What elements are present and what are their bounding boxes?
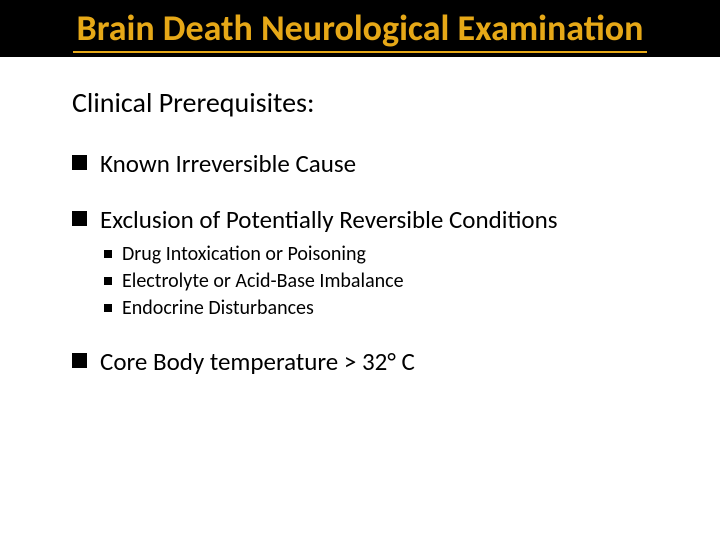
list-item-label: Core Body temperature > 32° C <box>100 346 415 377</box>
sub-list-item-label: Drug Intoxication or Poisoning <box>122 242 366 266</box>
sub-list-item: Electrolyte or Acid-Base Imbalance <box>122 268 660 295</box>
sub-list-item: Endocrine Disturbances <box>122 295 660 322</box>
list-item: Core Body temperature > 32° C <box>100 346 660 377</box>
content-area: Clinical Prerequisites: Known Irreversib… <box>0 57 720 377</box>
sub-list-item: Drug Intoxication or Poisoning <box>122 241 660 268</box>
list-item-label: Exclusion of Potentially Reversible Cond… <box>100 204 558 235</box>
list-item: Exclusion of Potentially Reversible Cond… <box>100 204 660 322</box>
list-item: Known Irreversible Cause <box>100 148 660 179</box>
title-bar: Brain Death Neurological Examination <box>0 0 720 57</box>
sub-bullet-list: Drug Intoxication or Poisoning Electroly… <box>100 241 660 322</box>
sub-list-item-label: Endocrine Disturbances <box>122 296 314 320</box>
subtitle: Clinical Prerequisites: <box>72 85 660 120</box>
slide-title: Brain Death Neurological Examination <box>73 8 648 53</box>
list-item-label: Known Irreversible Cause <box>100 148 356 179</box>
sub-list-item-label: Electrolyte or Acid-Base Imbalance <box>122 269 404 293</box>
bullet-list: Known Irreversible Cause Exclusion of Po… <box>72 148 660 377</box>
